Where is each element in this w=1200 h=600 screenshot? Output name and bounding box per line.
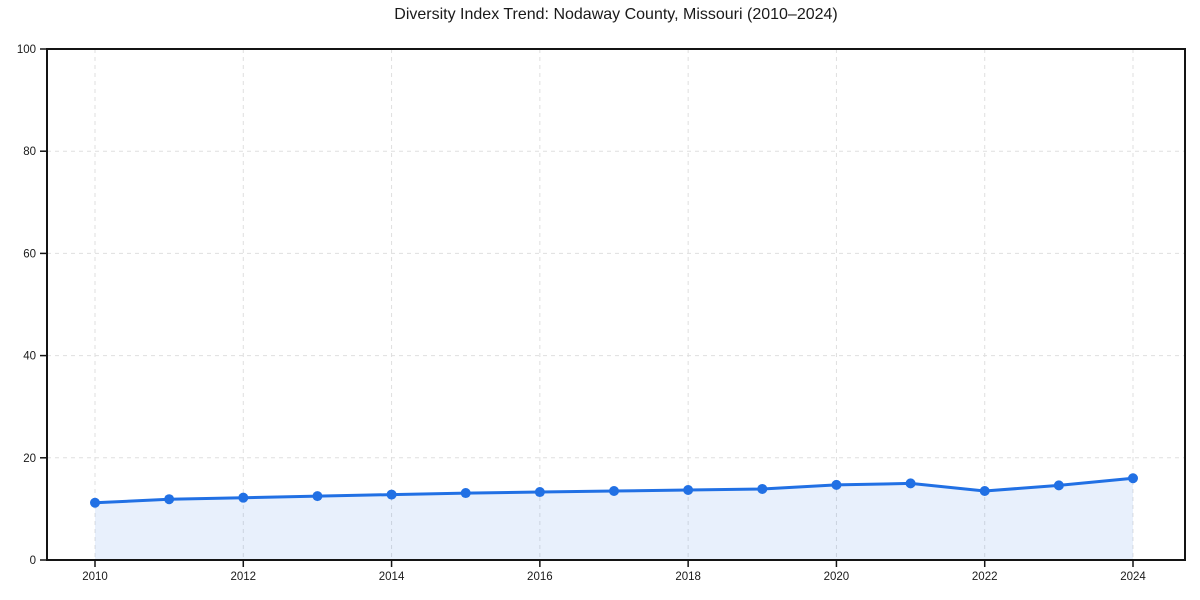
chart-title: Diversity Index Trend: Nodaway County, M… [394,6,838,23]
x-axis-tick-label: 2022 [972,571,998,583]
data-point-marker [164,494,175,505]
y-axis-tick-label: 20 [23,453,36,465]
data-point-marker [831,479,842,490]
y-axis-tick-label: 0 [30,555,36,567]
y-axis-tick-label: 80 [23,146,36,158]
x-axis-tick-label: 2018 [675,571,701,583]
x-axis-tick-label: 2020 [824,571,850,583]
data-point-marker [312,491,323,502]
data-point-marker [1128,473,1138,484]
data-point-marker [460,488,471,499]
data-point-marker [683,484,694,495]
x-axis-tick-label: 2014 [379,571,405,583]
plot-border [46,48,1186,561]
data-point-marker [238,492,249,503]
data-point-marker [979,486,990,497]
data-point-marker [1053,480,1064,491]
y-axis-tick-label: 100 [17,44,36,56]
y-axis-tick-label: 60 [23,248,36,260]
x-axis-tick-label: 2012 [230,571,256,583]
data-point-marker [905,478,916,489]
series-area-fill [95,478,1133,560]
data-point-marker [90,497,100,508]
data-point-marker [757,483,768,494]
x-axis-tick-label: 2016 [527,571,553,583]
x-axis-tick-label: 2010 [82,571,108,583]
data-point-marker [386,489,397,500]
data-point-marker [534,487,545,498]
data-point-marker [609,486,619,497]
y-axis-tick-label: 40 [23,351,36,363]
x-axis-tick-label: 2024 [1120,571,1146,583]
